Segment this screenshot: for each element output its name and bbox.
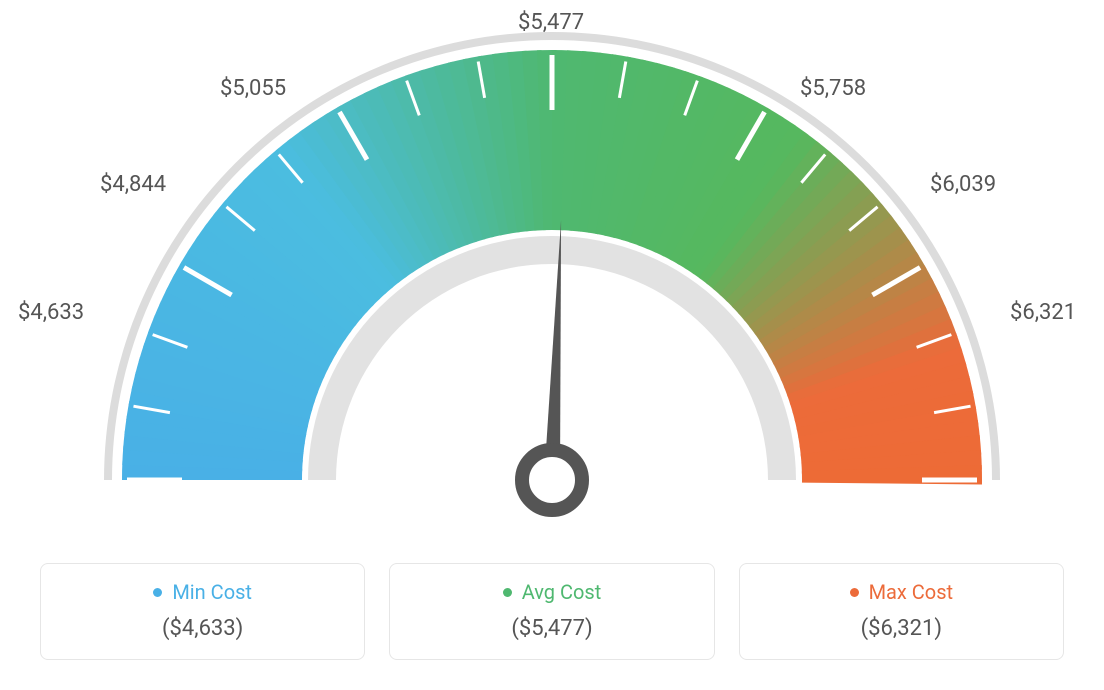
legend-label: Max Cost	[869, 580, 954, 604]
legend-title-min: Min Cost	[153, 580, 252, 604]
legend-value-max: ($6,321)	[752, 616, 1051, 641]
legend-value-min: ($4,633)	[53, 616, 352, 641]
legend-row: Min Cost ($4,633) Avg Cost ($5,477) Max …	[40, 563, 1064, 660]
chart-container: $4,633 $4,844 $5,055 $5,477 $5,758 $6,039 $6,3…	[0, 0, 1104, 690]
gauge-tick-label: $4,633	[18, 300, 84, 325]
legend-card-avg: Avg Cost ($5,477)	[389, 563, 714, 660]
gauge-tick-label: $4,844	[100, 172, 166, 197]
gauge-tick-label: $6,039	[930, 172, 996, 197]
legend-card-min: Min Cost ($4,633)	[40, 563, 365, 660]
dot-icon	[850, 588, 859, 597]
dot-icon	[153, 588, 162, 597]
legend-card-max: Max Cost ($6,321)	[739, 563, 1064, 660]
legend-title-max: Max Cost	[850, 580, 954, 604]
gauge-tick-label: $6,321	[1010, 300, 1076, 325]
gauge: $4,633 $4,844 $5,055 $5,477 $5,758 $6,039 $6,3…	[0, 0, 1104, 530]
gauge-tick-label: $5,758	[800, 76, 866, 101]
gauge-tick-label: $5,055	[220, 76, 286, 101]
gauge-svg	[0, 0, 1104, 530]
legend-label: Avg Cost	[522, 580, 602, 604]
legend-value-avg: ($5,477)	[402, 616, 701, 641]
legend-title-avg: Avg Cost	[503, 580, 602, 604]
gauge-tick-label: $5,477	[518, 10, 584, 35]
dot-icon	[503, 588, 512, 597]
legend-label: Min Cost	[172, 580, 252, 604]
